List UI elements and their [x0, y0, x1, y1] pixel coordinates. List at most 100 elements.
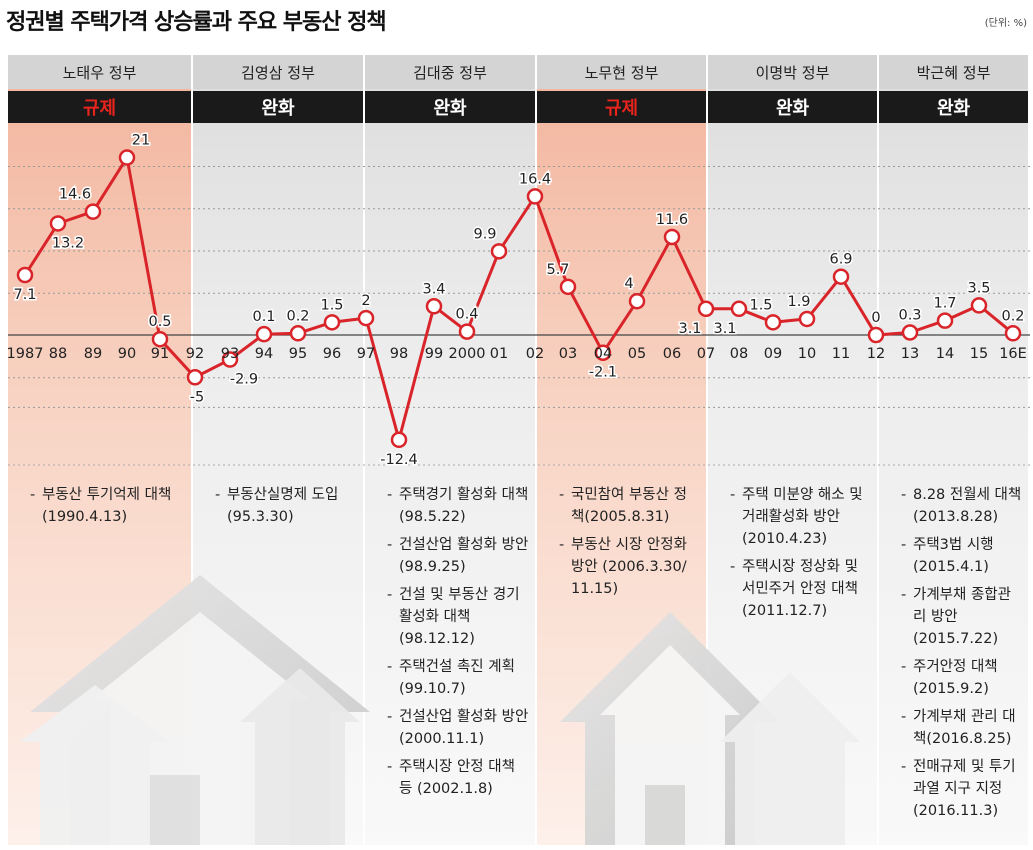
policy-column: 주택경기 활성화 대책(98.5.22) 건설산업 활성화 방안(98.9.25)…	[387, 484, 529, 806]
policy-item: 주택시장 정상화 및 서민주거 안정 대책(2011.12.7)	[730, 556, 871, 622]
x-tick-label: 15	[970, 346, 988, 362]
data-label: 3.5	[967, 280, 990, 296]
data-point	[559, 278, 577, 296]
policy-item: 건설산업 활성화 방안(98.9.25)	[387, 534, 529, 578]
data-point	[84, 203, 102, 220]
x-tick-label: 94	[255, 346, 273, 362]
data-point	[730, 300, 748, 318]
house-icon	[720, 672, 860, 845]
x-tick-label: 11	[832, 346, 850, 362]
x-tick-label: 02	[526, 346, 544, 362]
x-tick-label: 06	[663, 346, 681, 362]
stance-label: 완화	[261, 98, 295, 119]
data-point	[49, 215, 67, 232]
unit-label: (단위: %)	[984, 18, 1027, 29]
stance-label: 완화	[433, 98, 467, 119]
data-label: 7.1	[13, 287, 36, 303]
house-icon	[20, 685, 170, 845]
x-tick-label: 16E	[999, 346, 1027, 362]
data-label: -5	[190, 389, 204, 405]
data-point	[390, 431, 408, 449]
government-header	[537, 55, 706, 89]
policy-column: 부동산실명제 도입(95.3.30)	[215, 484, 357, 534]
data-label: -2.9	[230, 372, 258, 388]
data-point	[594, 344, 612, 361]
policy-column: 부동산 투기억제 대책 (1990.4.13)	[30, 484, 185, 534]
data-point	[186, 369, 204, 386]
x-tick-label: 91	[151, 346, 169, 362]
data-label: 9.9	[473, 226, 496, 242]
data-point	[697, 300, 715, 318]
data-label: 6.9	[829, 252, 852, 268]
policy-column: 주택 미분양 해소 및 거래활성화 방안(2010.4.23)주택시장 정상화 …	[730, 484, 871, 628]
policy-item: 주거안정 대책(2015.9.2)	[901, 656, 1022, 700]
data-label: 3.4	[422, 281, 445, 297]
policy-column: 국민참여 부동산 정책(2005.8.31) 부동산 시장 안정화 방안 (200…	[559, 484, 700, 606]
data-label: 3.1	[713, 321, 736, 337]
government-name: 박근혜 정부	[917, 64, 991, 82]
data-point	[323, 314, 341, 331]
data-label: 0	[871, 310, 880, 326]
data-label: 11.6	[656, 212, 688, 228]
house-icon	[240, 668, 360, 845]
data-label: 1.7	[933, 296, 956, 312]
x-tick-label: 05	[628, 346, 646, 362]
x-tick-label: 10	[798, 346, 816, 362]
government-name: 이명박 정부	[756, 64, 830, 82]
policy-item: 주택시장 안정 대책 등 (2002.1.8)	[387, 756, 529, 800]
data-point	[663, 228, 681, 246]
data-label: 13.2	[52, 235, 84, 251]
stance-bar	[879, 91, 1028, 123]
data-point	[867, 326, 885, 344]
government-header	[879, 55, 1028, 89]
data-label: 0.2	[1001, 308, 1024, 324]
data-point	[798, 310, 816, 328]
x-tick-label: 09	[764, 346, 782, 362]
stance-bar	[193, 91, 363, 123]
policy-item: 부동산 투기억제 대책 (1990.4.13)	[30, 484, 185, 528]
data-point	[970, 297, 988, 314]
policy-item: 부동산 시장 안정화 방안 (2006.3.30/ 11.15)	[559, 534, 700, 600]
policy-item: 부동산실명제 도입(95.3.30)	[215, 484, 357, 528]
data-label: 5.7	[546, 262, 569, 278]
government-header	[365, 55, 535, 89]
chart-title: 정권별 주택가격 상승률과 주요 부동산 정책	[6, 10, 387, 35]
policy-item: 국민참여 부동산 정책(2005.8.31)	[559, 484, 700, 528]
data-point	[628, 292, 646, 310]
data-label: 21	[132, 133, 150, 149]
data-label: 2	[361, 293, 370, 309]
data-point	[221, 351, 239, 368]
data-label: 1.9	[787, 294, 810, 310]
house-icon	[560, 612, 780, 845]
x-tick-label: 90	[118, 346, 136, 362]
x-tick-label: 96	[323, 346, 341, 362]
data-label: 3.1	[678, 321, 701, 337]
data-label: 4	[624, 276, 633, 292]
data-point	[832, 268, 850, 285]
data-point	[1004, 325, 1022, 342]
government-header	[708, 55, 877, 89]
data-point	[118, 149, 136, 166]
stance-bar	[537, 91, 706, 123]
data-label: -12.4	[380, 452, 418, 468]
data-label: 1.5	[320, 297, 343, 313]
data-point	[289, 325, 307, 342]
series-line	[23, 156, 1014, 442]
x-tick-label: 04	[594, 346, 612, 362]
x-tick-label: 98	[390, 346, 408, 362]
policy-item: 주택 미분양 해소 및 거래활성화 방안(2010.4.23)	[730, 484, 871, 550]
data-point	[526, 188, 544, 205]
x-tick-label: 08	[730, 346, 748, 362]
x-tick-label: 97	[357, 346, 375, 362]
data-label: 1.5	[749, 297, 772, 313]
stance-label: 규제	[605, 98, 638, 119]
government-header	[8, 55, 191, 89]
government-name: 노태우 정부	[63, 64, 137, 82]
stance-bar	[708, 91, 877, 123]
data-label: 0.5	[148, 314, 171, 330]
policy-item: 주택3법 시행 (2015.4.1)	[901, 534, 1022, 578]
data-point	[357, 309, 375, 327]
data-label: 0.1	[252, 309, 275, 325]
x-tick-label: 12	[867, 346, 885, 362]
data-point	[458, 323, 476, 340]
